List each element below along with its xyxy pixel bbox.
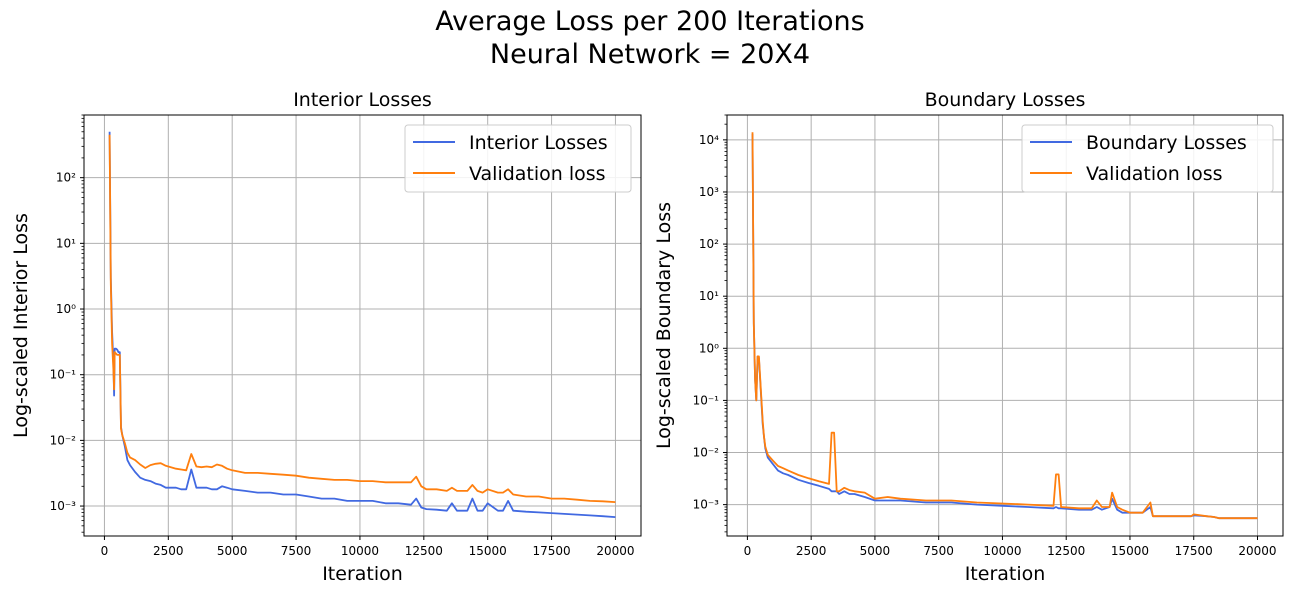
subplot-1: 0 2500 5000 7500 10000 12500 15000 17500 20000 10… — [653, 89, 1284, 585]
y-tick-label: 10⁻² — [693, 446, 720, 460]
x-tick-label: 20000 — [596, 544, 634, 558]
x-tick-label: 10000 — [341, 544, 379, 558]
subplot-title: Boundary Losses — [925, 89, 1086, 111]
subplot-0: 0 2500 5000 7500 10000 12500 15000 17500 20000 10… — [10, 89, 642, 585]
subplot-title: Interior Losses — [293, 89, 432, 111]
y-axis-label: Log-scaled Boundary Loss — [653, 202, 675, 449]
legend: Boundary Losses Validation loss — [1021, 124, 1274, 193]
x-tick-label: 12500 — [1047, 544, 1085, 558]
x-tick-label: 20000 — [1238, 544, 1276, 558]
legend-label-1: Validation loss — [1086, 163, 1223, 185]
x-tick-label: 2500 — [153, 544, 184, 558]
y-tick-label: 10⁻² — [50, 433, 77, 447]
y-tick-label: 10⁴ — [699, 133, 719, 147]
y-tick-label: 10¹ — [56, 236, 76, 250]
figure-title-line1: Average Loss per 200 Iterations — [435, 6, 865, 37]
x-tick-label: 0 — [744, 544, 752, 558]
x-tick-label: 17500 — [532, 544, 570, 558]
x-axis-label: Iteration — [965, 563, 1046, 585]
legend-box — [404, 124, 632, 193]
axes-frame — [83, 114, 642, 537]
y-tick-label: 10⁰ — [699, 341, 719, 355]
x-tick-label: 7500 — [923, 544, 954, 558]
figure-title-line2: Neural Network = 20X4 — [489, 39, 811, 70]
x-tick-label: 7500 — [281, 544, 312, 558]
x-tick-label: 12500 — [405, 544, 443, 558]
y-tick-label: 10⁰ — [56, 302, 76, 316]
x-tick-label: 10000 — [983, 544, 1021, 558]
x-tick-label: 0 — [101, 544, 109, 558]
legend: Interior Losses Validation loss — [404, 124, 632, 193]
y-tick-label: 10⁻³ — [693, 498, 720, 512]
legend-label-1: Validation loss — [469, 163, 606, 185]
y-tick-label: 10⁻¹ — [693, 393, 720, 407]
x-tick-label: 5000 — [860, 544, 891, 558]
x-axis-label: Iteration — [322, 563, 403, 585]
legend-label-0: Interior Losses — [469, 132, 608, 154]
y-tick-label: 10⁻³ — [50, 499, 77, 513]
series-line-1 — [108, 134, 616, 503]
legend-box — [1021, 124, 1274, 193]
axes-frame — [726, 114, 1284, 537]
y-axis-label: Log-scaled Interior Loss — [10, 213, 32, 438]
x-tick-label: 15000 — [469, 544, 507, 558]
x-tick-label: 5000 — [217, 544, 248, 558]
y-tick-label: 10⁻¹ — [50, 368, 77, 382]
x-tick-label: 17500 — [1175, 544, 1213, 558]
x-tick-label: 2500 — [796, 544, 827, 558]
x-tick-label: 15000 — [1111, 544, 1149, 558]
series-line-0 — [108, 131, 616, 518]
y-tick-label: 10³ — [699, 185, 719, 199]
y-tick-label: 10² — [56, 171, 76, 185]
legend-label-0: Boundary Losses — [1086, 132, 1247, 154]
y-tick-label: 10² — [699, 237, 719, 251]
series-line-1 — [751, 132, 1258, 520]
y-tick-label: 10¹ — [699, 289, 719, 303]
